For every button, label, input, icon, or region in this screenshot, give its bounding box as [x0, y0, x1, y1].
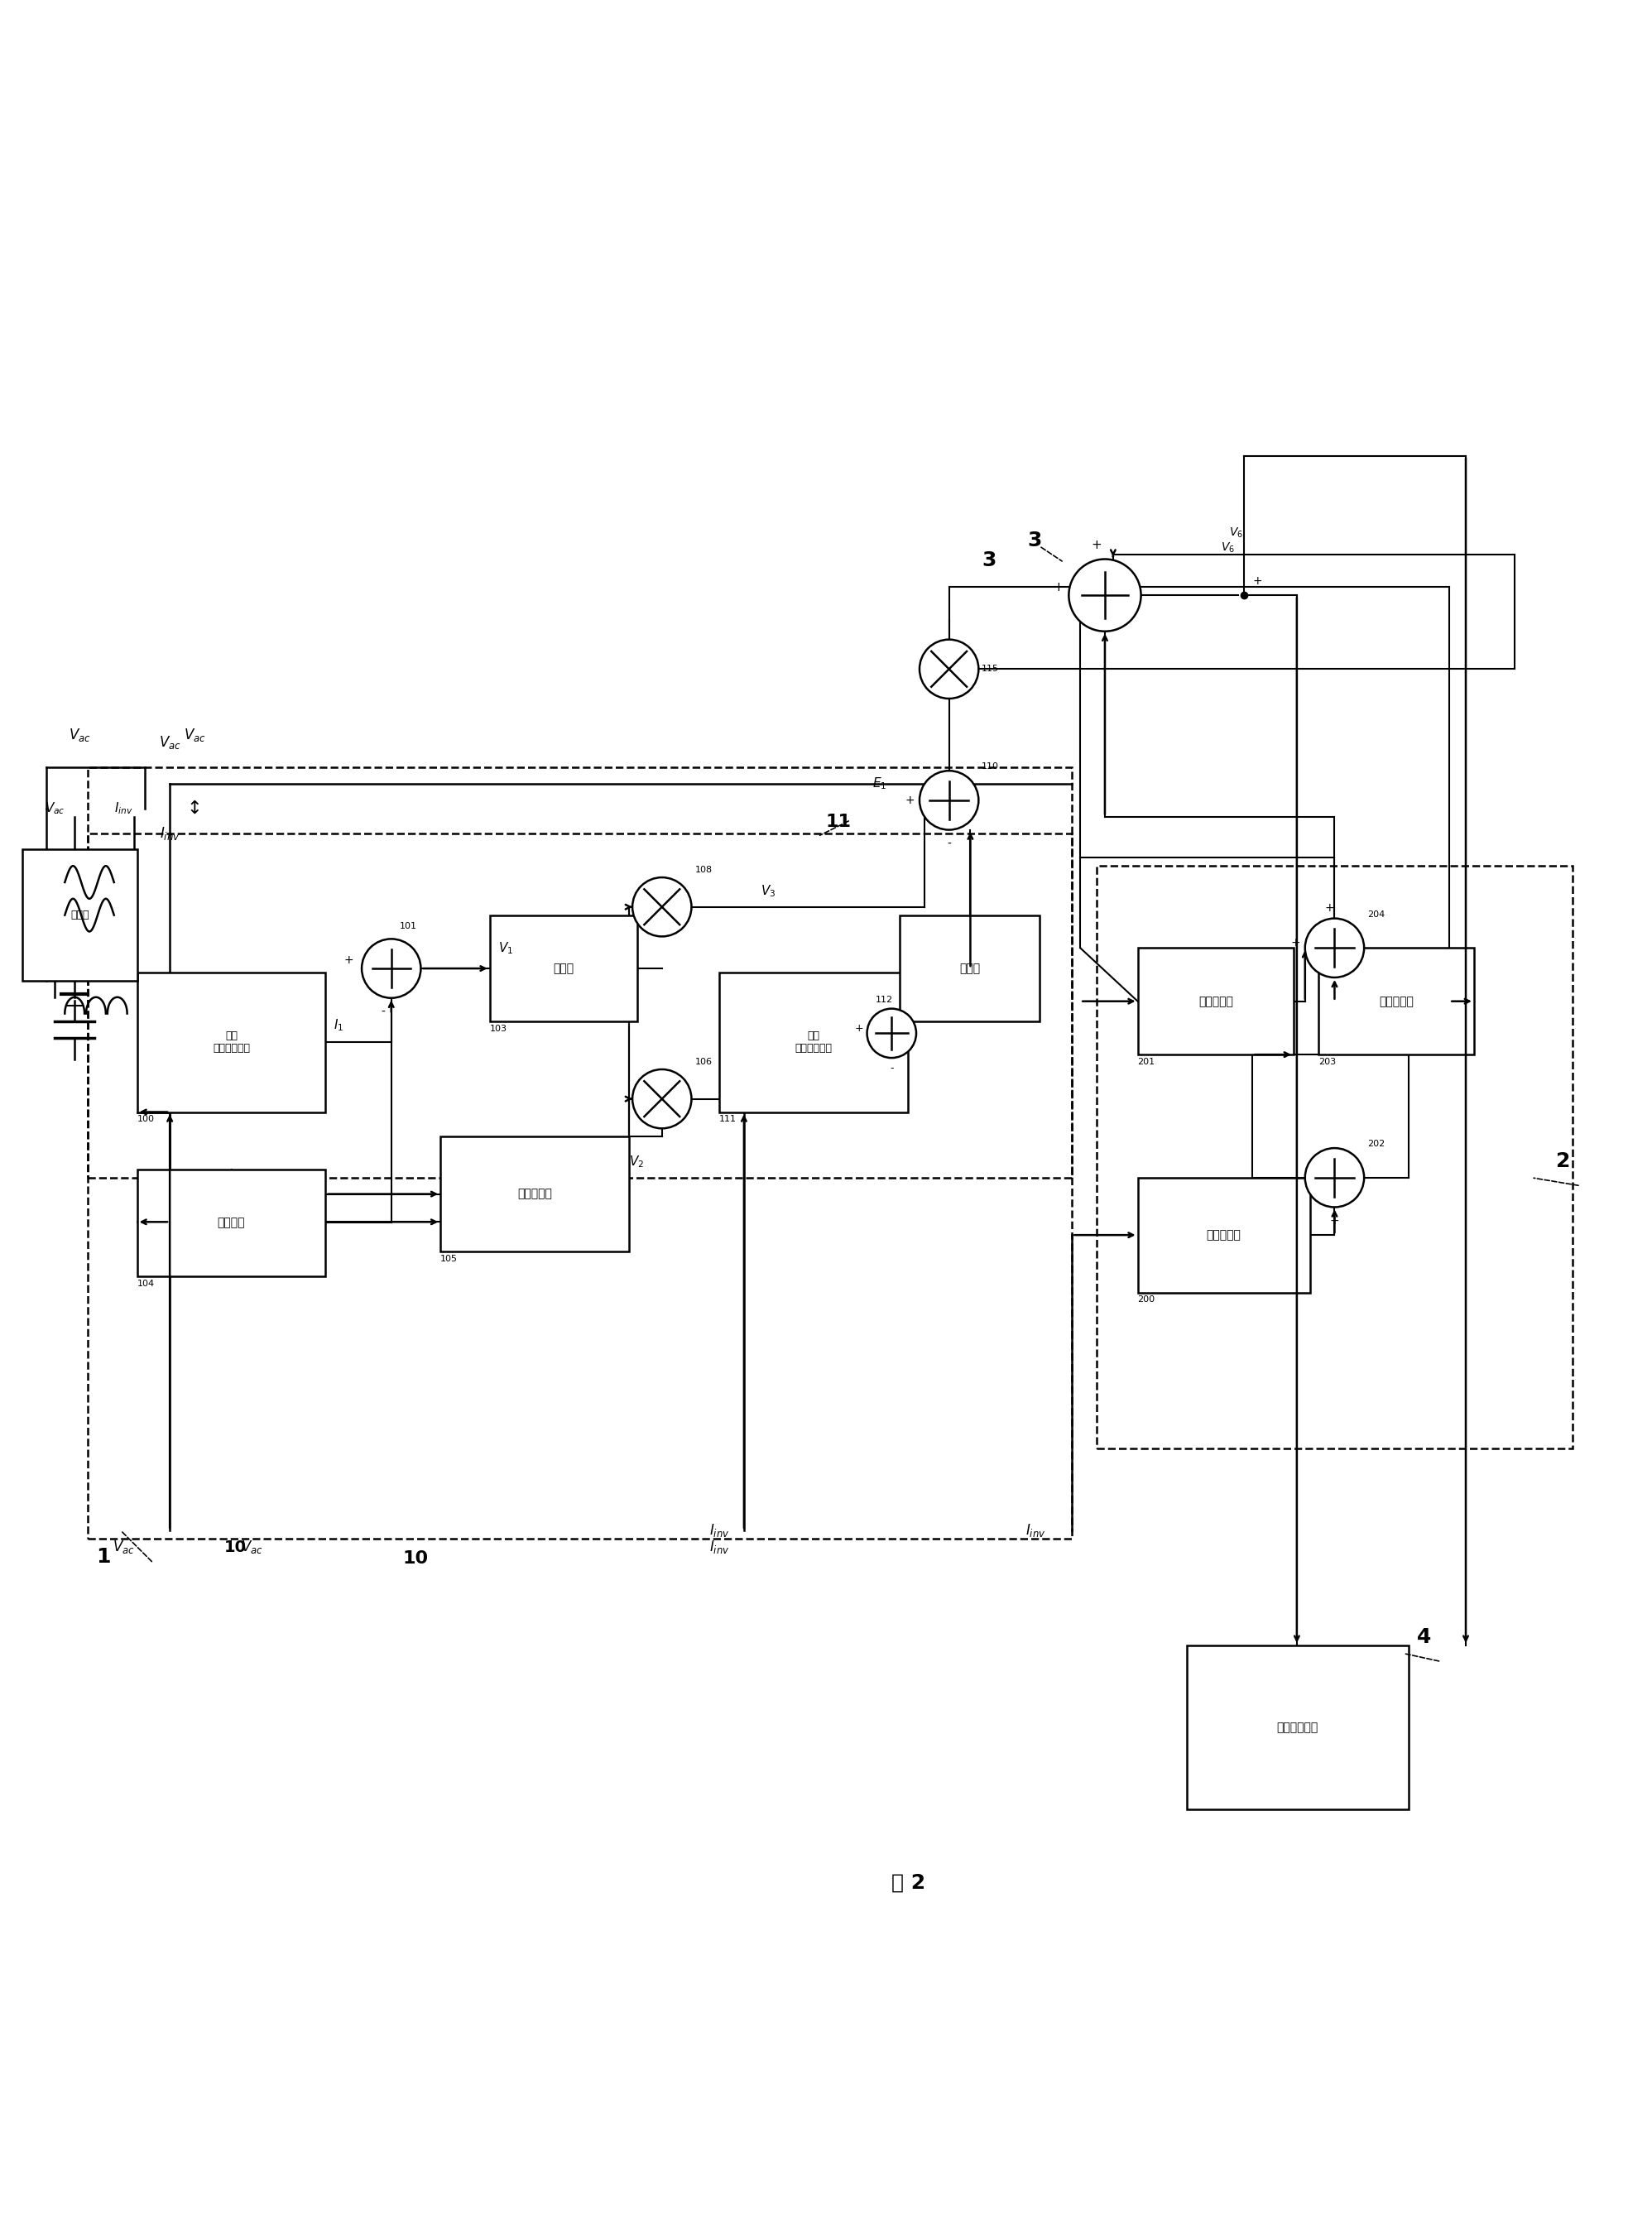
Text: $V_3$: $V_3$ — [760, 883, 775, 898]
Text: 11: 11 — [826, 814, 852, 830]
Bar — [137, 1170, 325, 1277]
Bar — [88, 834, 1072, 1179]
Text: 203: 203 — [1318, 1059, 1335, 1065]
Circle shape — [920, 641, 978, 698]
Text: $V_6$: $V_6$ — [1229, 525, 1244, 540]
Circle shape — [362, 939, 421, 999]
Text: $E_1$: $E_1$ — [872, 776, 887, 792]
Text: 逆变器: 逆变器 — [71, 910, 89, 921]
Bar — [719, 972, 909, 1112]
Text: $I_{inv}$: $I_{inv}$ — [709, 1521, 730, 1539]
Text: -: - — [1295, 1170, 1300, 1185]
Text: 第一放大器: 第一放大器 — [1198, 996, 1232, 1007]
Text: +: + — [1054, 580, 1064, 594]
Text: -: - — [382, 1005, 385, 1019]
Text: +: + — [1325, 903, 1335, 914]
Bar — [137, 972, 325, 1112]
Text: 带通滤波器: 带通滤波器 — [1206, 1230, 1241, 1241]
Text: $V_{ac}$: $V_{ac}$ — [112, 1539, 135, 1555]
Text: $I_{inv}$: $I_{inv}$ — [1026, 1521, 1046, 1539]
Text: $V_{ac}$: $V_{ac}$ — [159, 734, 180, 752]
Text: 2: 2 — [1556, 1152, 1571, 1172]
Text: 限制器: 限制器 — [960, 963, 980, 974]
Text: +: + — [1252, 576, 1262, 587]
Bar — [1186, 1646, 1409, 1810]
Text: 1: 1 — [96, 1546, 111, 1566]
Bar — [21, 850, 137, 981]
Text: $I_{inv}$: $I_{inv}$ — [114, 801, 134, 816]
Circle shape — [1305, 919, 1365, 979]
Bar — [1138, 1179, 1310, 1292]
Text: ↕: ↕ — [187, 801, 202, 816]
Text: +: + — [1092, 538, 1102, 552]
Text: $V_6$: $V_6$ — [1221, 540, 1236, 554]
Text: 第一
均方根值电路: 第一 均方根值电路 — [213, 1030, 249, 1054]
Text: 106: 106 — [695, 1059, 712, 1065]
Text: 114: 114 — [900, 1025, 917, 1034]
Bar — [441, 1136, 629, 1252]
Text: 锁相电路: 锁相电路 — [218, 1217, 244, 1228]
Bar — [900, 914, 1039, 1021]
Text: -: - — [890, 1063, 894, 1074]
Text: 115: 115 — [981, 665, 999, 674]
Text: +: + — [1290, 936, 1300, 950]
Text: 3: 3 — [983, 552, 996, 572]
Text: 103: 103 — [489, 1025, 507, 1034]
Text: 第二放大器: 第二放大器 — [1379, 996, 1414, 1007]
Text: 200: 200 — [1138, 1297, 1155, 1303]
Bar — [489, 914, 638, 1021]
Bar — [88, 767, 1072, 1539]
Text: $V_1$: $V_1$ — [497, 941, 512, 956]
Text: 控制器: 控制器 — [553, 963, 573, 974]
Text: $I_{inv}$: $I_{inv}$ — [709, 1539, 730, 1555]
Text: 第二
均方根值电路: 第二 均方根值电路 — [795, 1030, 833, 1054]
Bar — [1138, 947, 1294, 1054]
Text: 脉宽调制电路: 脉宽调制电路 — [1277, 1721, 1318, 1732]
Text: +: + — [344, 954, 354, 965]
Text: 4: 4 — [1416, 1628, 1431, 1648]
Text: 112: 112 — [876, 996, 892, 1003]
Text: 图 2: 图 2 — [890, 1873, 925, 1893]
Text: +: + — [856, 1023, 864, 1034]
Circle shape — [920, 772, 978, 830]
Text: 3: 3 — [1028, 529, 1042, 549]
Text: $I_1$: $I_1$ — [334, 1019, 344, 1034]
Text: $V_{ac}$: $V_{ac}$ — [68, 727, 91, 743]
Text: 弦波发生器: 弦波发生器 — [517, 1188, 552, 1199]
Text: 110: 110 — [981, 763, 999, 772]
Text: +: + — [905, 794, 915, 805]
Text: 111: 111 — [719, 1114, 737, 1123]
Bar — [1097, 865, 1573, 1448]
Text: 10: 10 — [403, 1550, 430, 1566]
Text: 101: 101 — [400, 923, 416, 930]
Text: 10: 10 — [225, 1539, 246, 1555]
Text: $V_{ac}$: $V_{ac}$ — [241, 1539, 263, 1555]
Text: 108: 108 — [695, 865, 712, 874]
Text: 204: 204 — [1368, 910, 1384, 919]
Text: $I_{inv}$: $I_{inv}$ — [160, 825, 180, 841]
Circle shape — [633, 1070, 692, 1128]
Text: +: + — [1330, 1214, 1340, 1228]
Circle shape — [1069, 558, 1142, 632]
Text: $V_{ac}$: $V_{ac}$ — [45, 801, 64, 816]
Text: 201: 201 — [1138, 1059, 1155, 1065]
Text: 202: 202 — [1368, 1141, 1384, 1148]
Bar — [1318, 947, 1474, 1054]
Text: 104: 104 — [137, 1279, 155, 1288]
Circle shape — [867, 1010, 917, 1059]
Text: 105: 105 — [441, 1254, 458, 1263]
Circle shape — [633, 878, 692, 936]
Text: $V_2$: $V_2$ — [629, 1154, 644, 1170]
Text: $V_{ac}$: $V_{ac}$ — [183, 727, 205, 743]
Circle shape — [1305, 1148, 1365, 1208]
Text: 100: 100 — [137, 1114, 154, 1123]
Text: -: - — [947, 838, 952, 850]
